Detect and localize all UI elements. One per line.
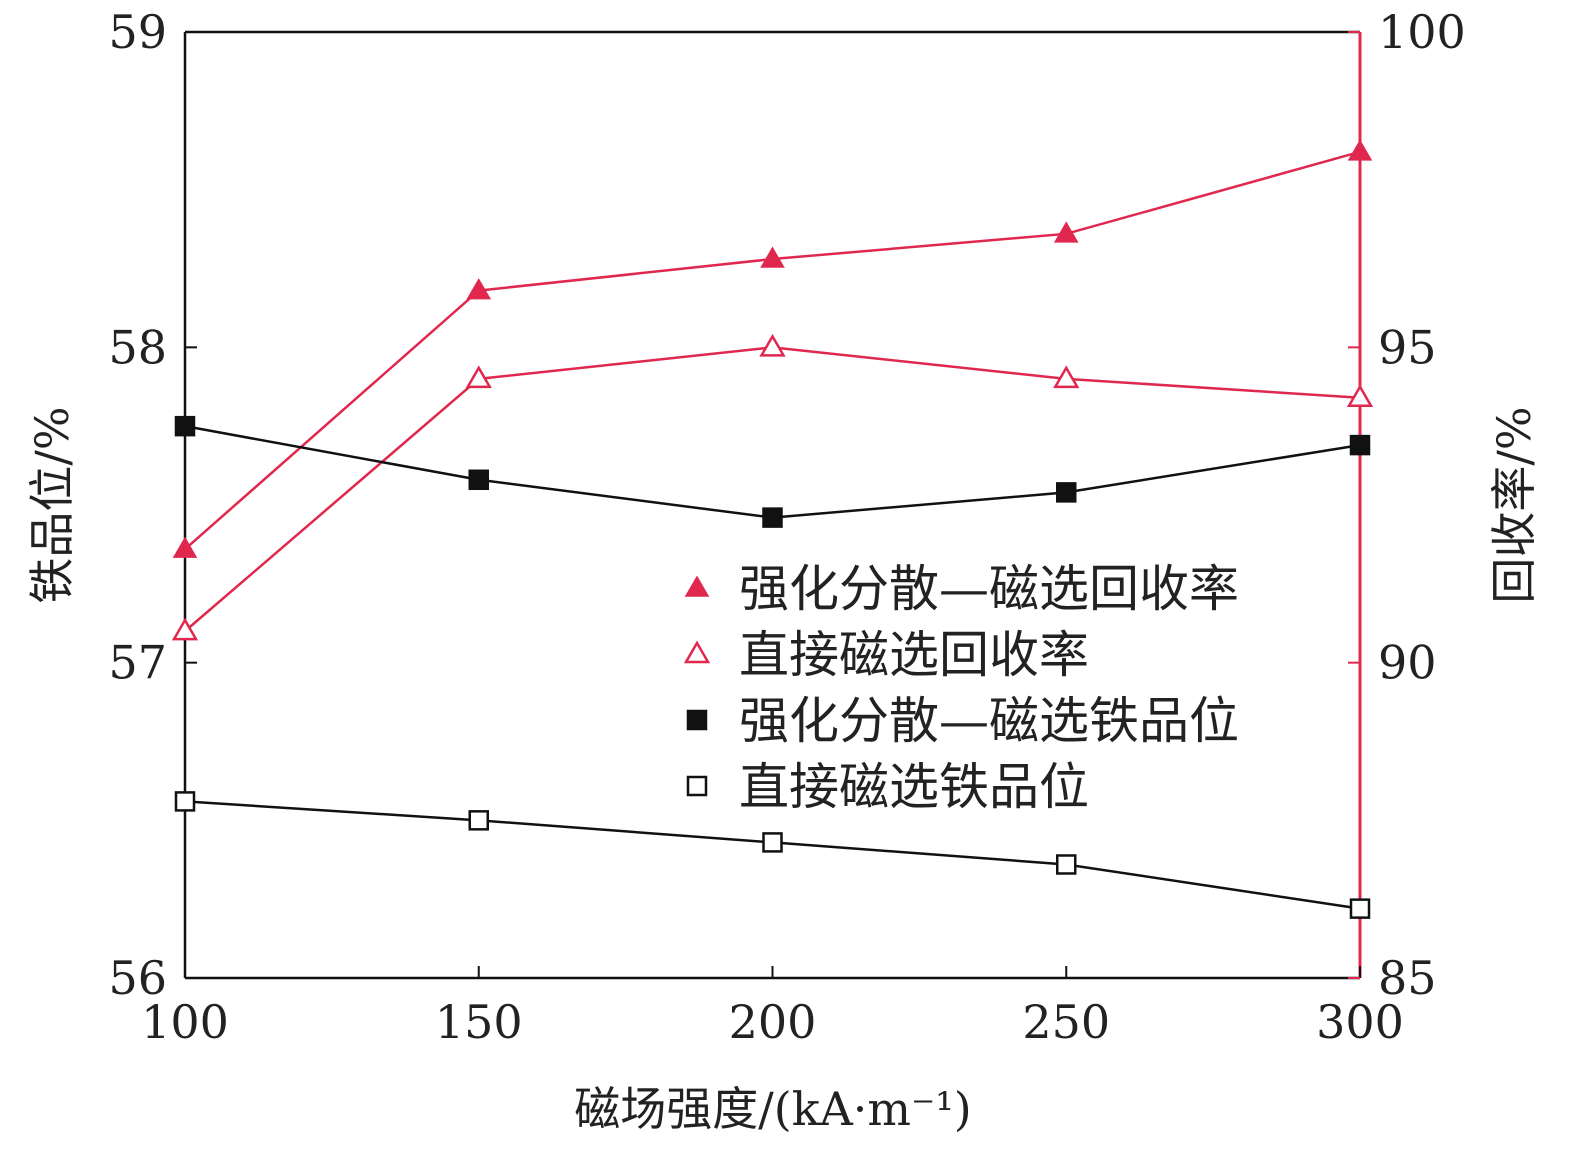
series-layer bbox=[171, 139, 1374, 919]
legend-marker bbox=[686, 709, 708, 731]
data-point bbox=[1056, 854, 1077, 875]
data-point bbox=[1349, 898, 1371, 919]
y-left-tick-label: 59 bbox=[108, 5, 167, 59]
data-point bbox=[1347, 139, 1373, 161]
data-point bbox=[1349, 434, 1371, 456]
series-3 bbox=[174, 415, 1371, 528]
legend-item: 强化分散—磁选回收率 bbox=[684, 560, 1239, 618]
data-point bbox=[171, 617, 199, 641]
series-line bbox=[184, 424, 1361, 519]
y-right-tick-label: 85 bbox=[1378, 951, 1437, 1005]
data-point bbox=[468, 469, 489, 491]
legend-item: 强化分散—磁选铁品位 bbox=[686, 692, 1239, 750]
data-point bbox=[466, 278, 492, 300]
y-right-tick-label: 90 bbox=[1378, 636, 1437, 690]
data-point bbox=[465, 365, 492, 389]
y-left-tick-label: 58 bbox=[108, 320, 167, 374]
data-point bbox=[174, 791, 196, 812]
legend-item: 直接磁选铁品位 bbox=[686, 758, 1089, 816]
data-point bbox=[1056, 482, 1077, 503]
y-axis-title-right: 回收率/% bbox=[1487, 406, 1541, 603]
legend-label: 强化分散—磁选回收率 bbox=[739, 560, 1239, 618]
data-point bbox=[759, 333, 786, 357]
data-point bbox=[174, 415, 196, 437]
data-point bbox=[468, 810, 489, 831]
y-left-tick-label: 57 bbox=[108, 636, 167, 690]
x-axis-title: 磁场强度/(kA·m⁻¹) bbox=[574, 1082, 971, 1136]
data-point bbox=[1053, 221, 1079, 243]
legend-marker bbox=[684, 575, 710, 597]
series-4 bbox=[174, 791, 1371, 919]
data-point bbox=[172, 536, 198, 558]
y-left-tick-label: 56 bbox=[108, 951, 167, 1005]
legend-item: 直接磁选回收率 bbox=[683, 626, 1089, 684]
x-tick-label: 150 bbox=[435, 995, 523, 1049]
series-line bbox=[184, 800, 1361, 910]
legend-marker bbox=[686, 775, 708, 797]
axes: 100 150 200 250 300 56 57 58 59 85 90 95 100 bbox=[108, 5, 1465, 1049]
legend-label: 直接磁选回收率 bbox=[739, 626, 1089, 684]
x-tick-label: 100 bbox=[141, 995, 229, 1049]
y-axis-title-left: 铁品位/% bbox=[25, 406, 79, 603]
x-tick-label: 200 bbox=[729, 995, 817, 1049]
series-1 bbox=[172, 139, 1373, 558]
data-point bbox=[762, 832, 783, 853]
data-point bbox=[1346, 384, 1374, 408]
data-point bbox=[762, 507, 783, 528]
y-right-tick-label: 95 bbox=[1378, 320, 1437, 374]
legend-marker bbox=[683, 640, 711, 664]
data-point bbox=[1053, 365, 1080, 389]
y-right-tick-label: 100 bbox=[1378, 5, 1466, 59]
x-tick-label: 300 bbox=[1316, 995, 1404, 1049]
x-tick-label: 250 bbox=[1022, 995, 1110, 1049]
legend-label: 强化分散—磁选铁品位 bbox=[739, 692, 1239, 750]
legend-label: 直接磁选铁品位 bbox=[739, 758, 1089, 816]
data-point bbox=[760, 246, 785, 268]
